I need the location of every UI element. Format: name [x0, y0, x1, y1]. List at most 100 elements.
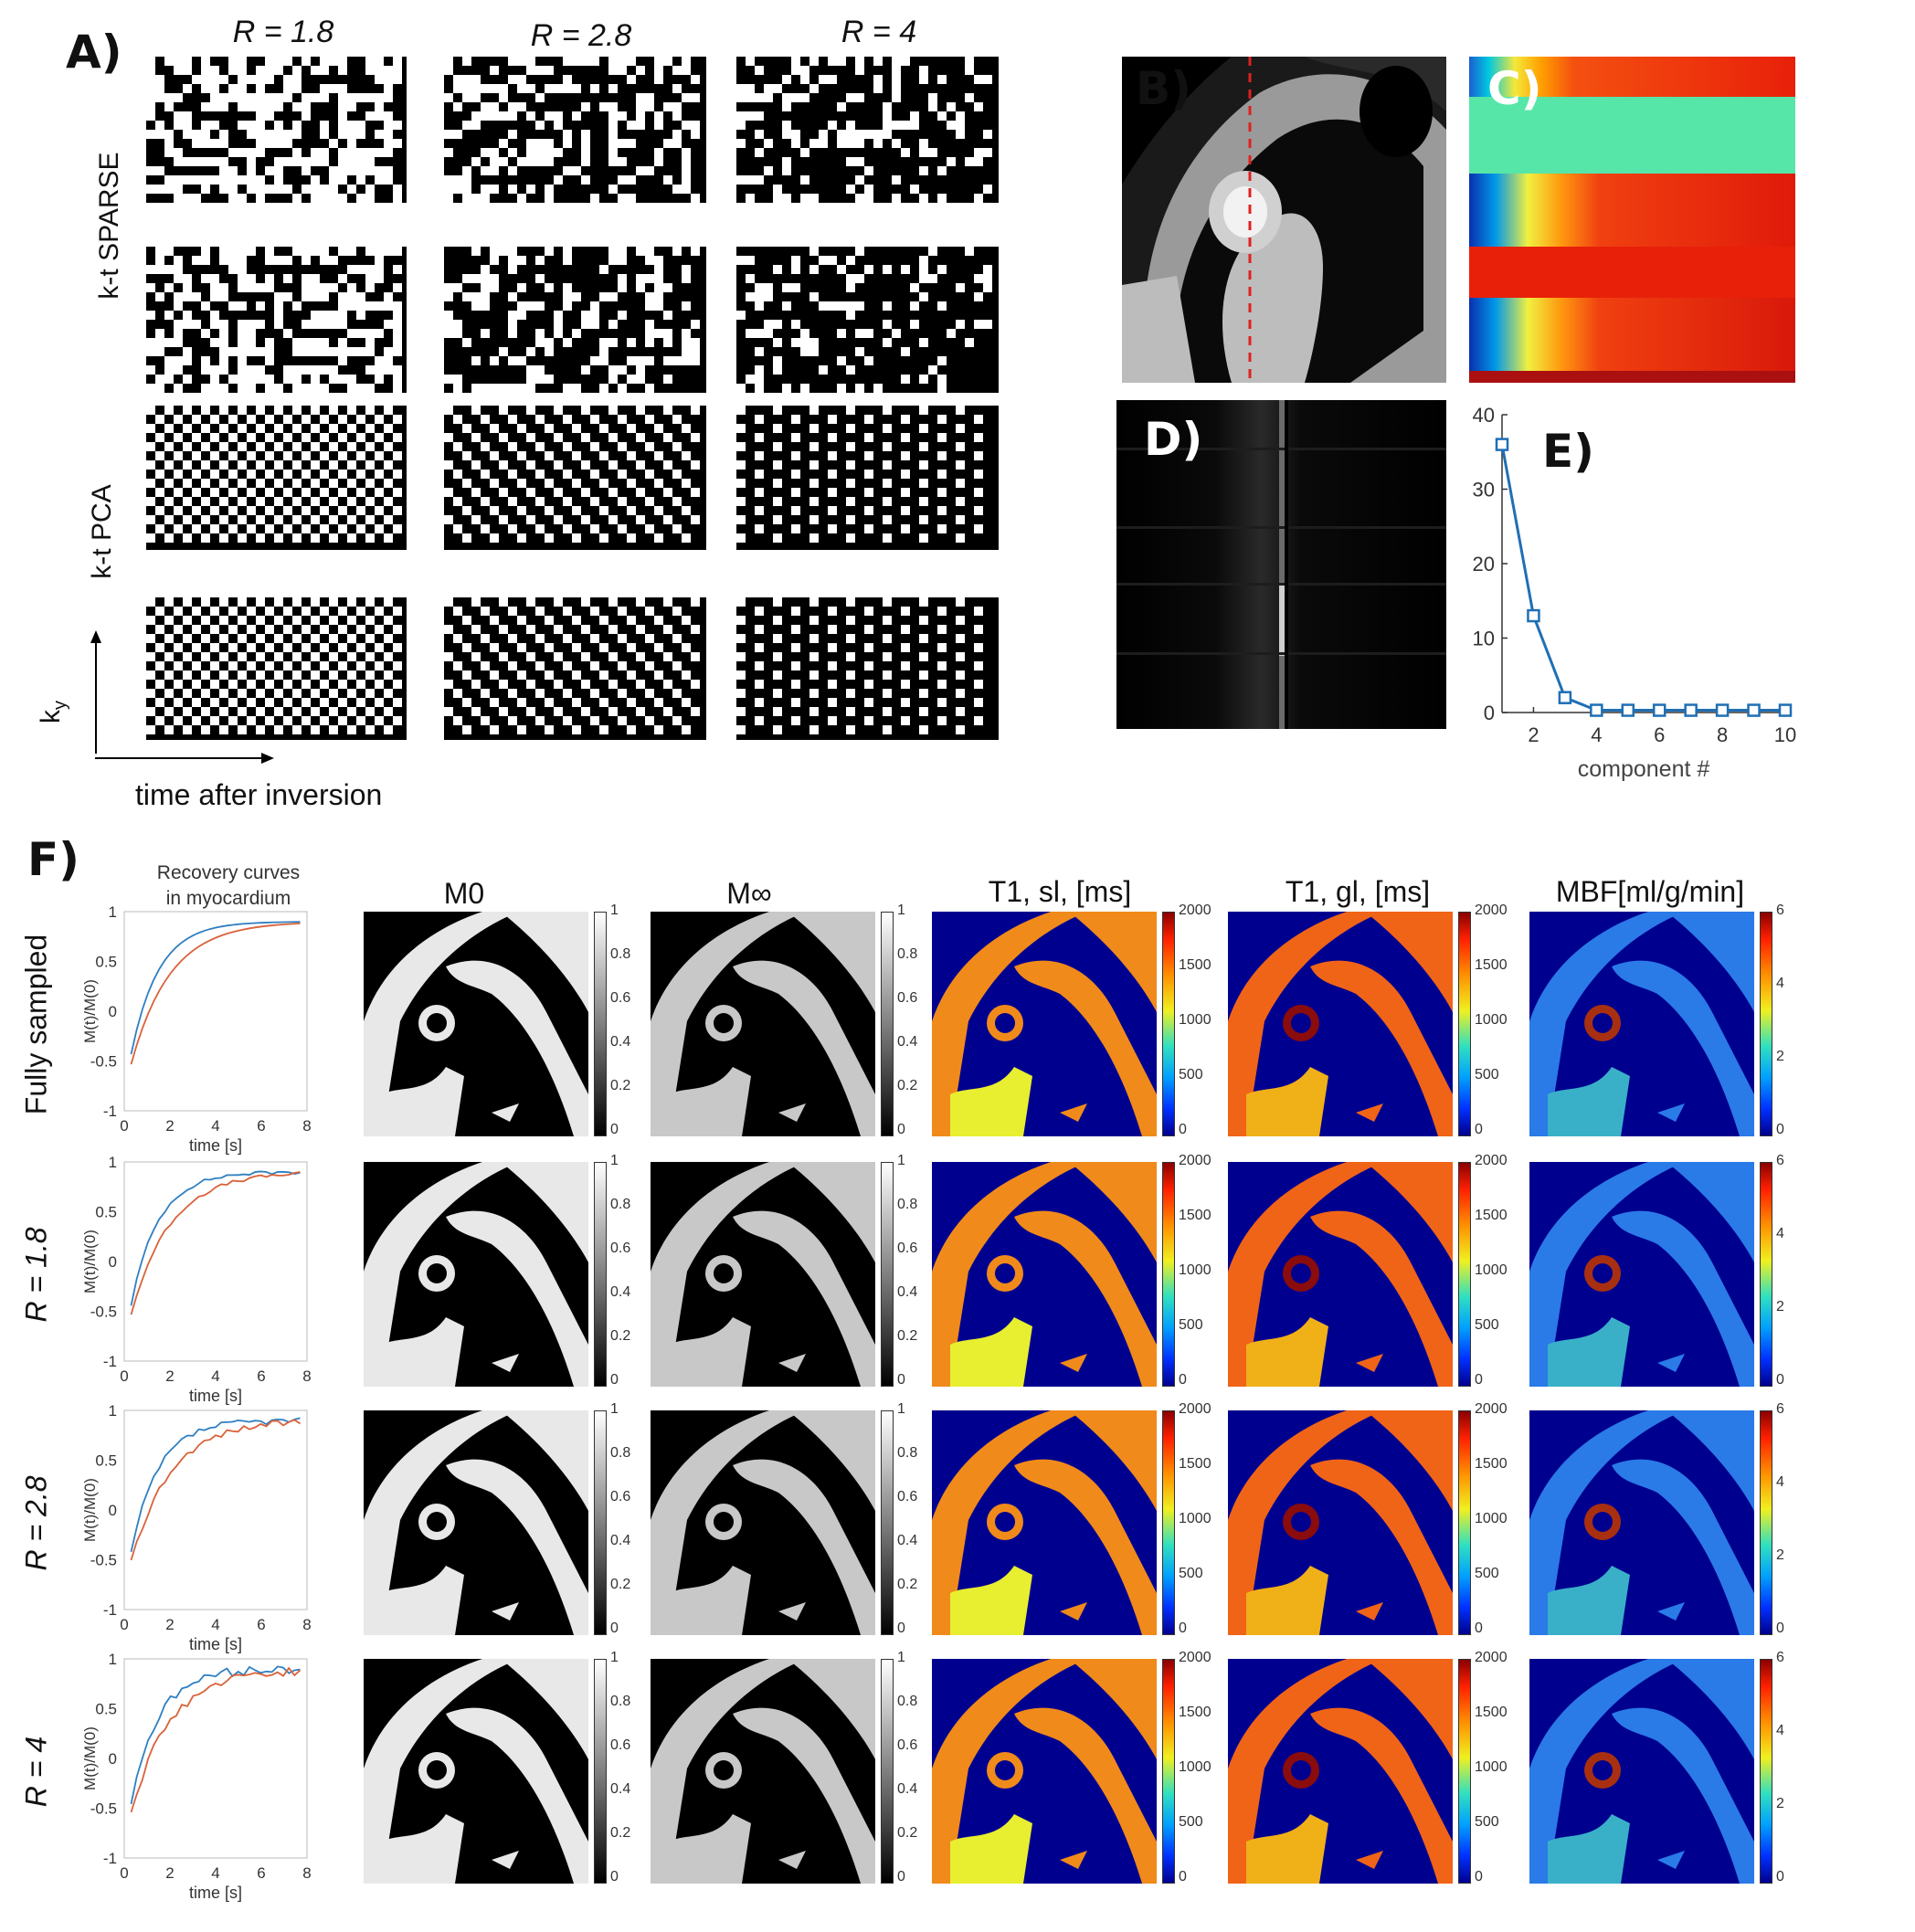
recovery-curves-title: Recovery curves in myocardium: [137, 860, 320, 912]
colorbar-tick-label: 0.2: [610, 1078, 631, 1093]
x-tick-label: 8: [1717, 723, 1728, 746]
colorbar-tick-label: 0: [897, 1621, 905, 1636]
colorbar: [1760, 912, 1772, 1136]
panel-d-image: [1116, 400, 1446, 729]
colorbar-tick-label: 6: [1776, 1401, 1784, 1417]
data-point: [1558, 691, 1572, 704]
y-tick-label: 10: [1473, 628, 1495, 650]
colorbar-tick-label: 1000: [1475, 1759, 1508, 1775]
curve-y-tick-label: 0: [109, 1003, 117, 1020]
panel-label-c: C): [1487, 62, 1542, 115]
panel-a-column-title: R = 1.8: [232, 15, 334, 49]
panel-label-e: E): [1542, 425, 1595, 478]
colorbar-tick-label: 2: [1776, 1299, 1784, 1314]
curve-x-tick-label: 8: [302, 1864, 311, 1882]
colorbar-tick-label: 2000: [1179, 1401, 1211, 1417]
colorbar-tick-label: 1500: [1475, 957, 1508, 973]
colorbar-tick-label: 1: [897, 1153, 905, 1168]
y-tick-label: 40: [1473, 404, 1495, 427]
curve-y-tick-label: -0.5: [90, 1304, 117, 1321]
curve-x-tick-label: 6: [257, 1616, 265, 1633]
data-point: [1652, 703, 1666, 717]
sampling-pattern: [146, 406, 407, 550]
colorbar-tick-label: 0: [1475, 1869, 1483, 1884]
colorbar-tick-label: 1: [897, 1650, 905, 1665]
colorbar: [881, 1410, 894, 1635]
curve-x-tick-label: 0: [120, 1864, 128, 1882]
recovery-curve-line: [130, 923, 301, 1065]
y-tick-label: 20: [1473, 553, 1495, 575]
colorbar-tick-label: 0: [1475, 1122, 1483, 1137]
colorbar-tick-label: 1500: [1179, 957, 1211, 973]
curve-y-tick-label: 0.5: [95, 954, 117, 971]
curve-y-tick-label: 0.5: [95, 1204, 117, 1221]
colorbar-tick-label: 1: [610, 903, 619, 918]
colorbar-tick-label: 0.8: [897, 1694, 918, 1709]
colorbar-tick-label: 1000: [1179, 1262, 1211, 1278]
time-after-inversion-label: time after inversion: [135, 778, 383, 811]
curve-x-tick-label: 2: [165, 1117, 174, 1135]
recovery-curve-line: [130, 1171, 301, 1315]
colorbar-tick-label: 0: [610, 1621, 619, 1636]
colorbar-tick-label: 2000: [1179, 1650, 1211, 1665]
parameter-map: [1228, 1162, 1453, 1387]
colorbar-tick-label: 0.2: [897, 1825, 918, 1841]
curve-x-label: time [s]: [189, 1136, 242, 1155]
colorbar-tick-label: 0: [1179, 1372, 1187, 1388]
parameter-map: [651, 1410, 875, 1635]
colorbar-tick-label: 2: [1776, 1049, 1784, 1064]
colorbar-tick-label: 0.8: [610, 1694, 631, 1709]
recovery-curve-line: [130, 1417, 301, 1552]
curve-y-tick-label: 0.5: [95, 1452, 117, 1470]
parameter-map: [1228, 912, 1453, 1136]
x-axis-label: component #: [1578, 756, 1710, 782]
colorbar-tick-label: 0.4: [610, 1034, 631, 1050]
curve-y-label: M(t)/M(0): [81, 1230, 99, 1293]
colorbar: [1760, 1162, 1772, 1387]
panel-label-f: F): [27, 833, 80, 886]
curve-x-tick-label: 4: [211, 1864, 219, 1882]
recovery-curve-plot: 10.50-0.5-10 2 4 6 8M(t)/M(0)time [s]: [81, 903, 312, 1155]
curve-y-tick-label: 0: [109, 1750, 117, 1768]
data-point: [1747, 703, 1761, 717]
colorbar-tick-label: 6: [1776, 1650, 1784, 1665]
colorbar-tick-label: 0: [897, 1372, 905, 1388]
series-line: [1500, 444, 1785, 713]
colorbar-tick-label: 0.2: [610, 1328, 631, 1344]
colorbar-tick-label: 0.6: [610, 1737, 631, 1753]
panel-f-row-label: Fully sampled: [19, 934, 53, 1115]
x-tick-label: 4: [1591, 723, 1602, 746]
colorbar-tick-label: 0.4: [610, 1533, 631, 1548]
colorbar-tick-label: 0: [1475, 1621, 1483, 1636]
data-point: [1715, 703, 1730, 717]
colorbar-tick-label: 1500: [1475, 1208, 1508, 1223]
curve-x-label: time [s]: [189, 1635, 242, 1653]
curve-x-tick-label: 6: [257, 1864, 265, 1882]
recovery-curve-line: [130, 1665, 301, 1805]
colorbar-tick-label: 0.4: [897, 1781, 918, 1797]
colorbar-tick-label: 0.8: [897, 1445, 918, 1461]
colorbar-tick-label: 6: [1776, 1153, 1784, 1168]
colorbar-tick-label: 0.8: [897, 946, 918, 962]
curve-x-tick-label: 2: [165, 1367, 174, 1385]
colorbar-tick-label: 1500: [1179, 1208, 1211, 1223]
sampling-pattern: [146, 247, 407, 393]
colorbar-tick-label: 1: [610, 1153, 619, 1168]
parameter-map: [364, 1659, 588, 1884]
parameter-map: [364, 1410, 588, 1635]
curve-x-tick-label: 8: [302, 1117, 311, 1135]
colorbar: [1458, 912, 1471, 1136]
colorbar-tick-label: 0: [897, 1122, 905, 1137]
panel-f-row-label: R = 4: [19, 1736, 53, 1808]
colorbar-tick-label: 0.4: [610, 1781, 631, 1797]
curve-x-tick-label: 6: [257, 1117, 265, 1135]
colorbar: [881, 1162, 894, 1387]
colorbar-tick-label: 1000: [1475, 1511, 1508, 1526]
colorbar-tick-label: 0.8: [610, 946, 631, 962]
parameter-map: [651, 1659, 875, 1884]
y-tick-label: 0: [1484, 702, 1495, 724]
colorbar: [881, 912, 894, 1136]
colorbar-tick-label: 0.6: [897, 1240, 918, 1256]
panel-label-a: A): [66, 26, 122, 79]
curve-x-tick-label: 0: [120, 1367, 128, 1385]
